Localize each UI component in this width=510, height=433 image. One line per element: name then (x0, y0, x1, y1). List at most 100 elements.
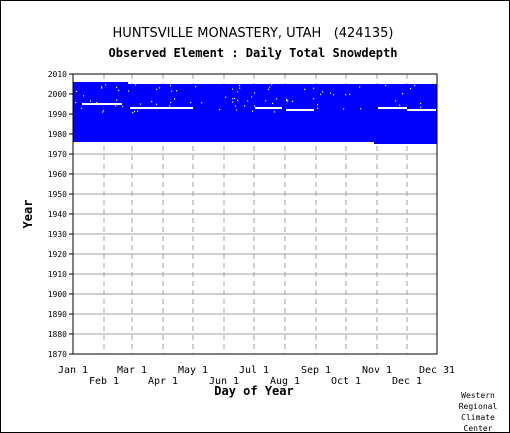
missing-day-dot (156, 88, 158, 90)
y-tick-label: 1950 (48, 190, 67, 199)
missing-day-dot (244, 105, 246, 107)
missing-day-dot (274, 111, 276, 113)
missing-day-dot (385, 84, 387, 87)
missing-day-dot (349, 93, 351, 95)
data-coverage-block (73, 82, 128, 142)
y-tick-label: 1980 (48, 130, 67, 139)
missing-day-dot (333, 94, 335, 96)
y-tick-label: 1990 (48, 110, 67, 119)
missing-day-dot (239, 87, 241, 89)
missing-day-dot (254, 105, 256, 107)
missing-day-dot (118, 89, 120, 91)
missing-day-dot (219, 108, 221, 111)
chart-subtitle: Observed Element : Daily Total Snowdepth (109, 46, 398, 60)
missing-day-dot (271, 84, 273, 86)
missing-day-dot (201, 102, 203, 104)
x-tick-label: Mar 1 (117, 365, 147, 376)
x-tick-label: Sep 1 (301, 365, 331, 376)
missing-day-dot (420, 106, 422, 108)
missing-day-dot (402, 93, 404, 95)
x-tick-label: Jul 1 (239, 365, 269, 376)
credit-line-3: Climate (461, 413, 495, 422)
data-coverage-block (374, 84, 437, 144)
missing-day-dot (232, 98, 234, 100)
missing-day-dot (102, 111, 104, 113)
missing-day-dot (137, 110, 139, 112)
missing-day-dot (313, 87, 315, 89)
missing-day-dot (159, 87, 161, 89)
missing-day-dot (76, 90, 78, 93)
y-axis-label: Year (21, 200, 35, 229)
missing-day-dot (287, 100, 289, 102)
missing-day-dot (128, 90, 130, 92)
missing-data-gap (407, 109, 436, 111)
missing-day-dot (343, 108, 345, 110)
x-tick-label: Dec 1 (392, 376, 422, 387)
missing-day-dot (269, 86, 271, 88)
missing-day-dot (190, 101, 192, 104)
x-axis-label: Day of Year (214, 384, 293, 398)
missing-day-dot (414, 84, 416, 87)
missing-day-dot (395, 100, 397, 102)
missing-day-dot (317, 107, 319, 109)
x-tick-label: Nov 1 (362, 365, 392, 376)
missing-day-dot (176, 90, 178, 92)
missing-day-dot (135, 84, 137, 86)
missing-day-dot (239, 84, 241, 87)
missing-day-dot (317, 104, 319, 106)
missing-day-dot (313, 98, 315, 100)
y-tick-labels: 2010 2000 1990 1980 1970 1960 1950 1940 1930 1920… (48, 70, 73, 359)
x-tick-label: Apr 1 (148, 376, 178, 387)
missing-day-dot (116, 99, 118, 101)
missing-day-dot (237, 99, 239, 101)
missing-day-dot (304, 88, 306, 90)
y-tick-label: 1910 (48, 270, 67, 279)
missing-day-dot (122, 105, 124, 107)
missing-day-dot (132, 111, 134, 114)
missing-day-dot (90, 100, 92, 102)
missing-day-dot (379, 107, 381, 110)
missing-day-dot (265, 100, 267, 102)
missing-day-dot (360, 108, 362, 110)
missing-day-dot (83, 95, 85, 97)
y-tick-label: 2010 (48, 70, 67, 79)
missing-data-gap (130, 107, 193, 109)
y-tick-label: 1900 (48, 290, 67, 299)
missing-day-dot (292, 100, 294, 102)
missing-day-dot (268, 88, 270, 90)
missing-day-dot (286, 98, 288, 101)
missing-day-dot (170, 101, 172, 104)
missing-day-dot (75, 101, 77, 104)
missing-day-dot (330, 92, 332, 94)
y-tick-label: 1920 (48, 250, 67, 259)
missing-day-dot (251, 96, 253, 98)
missing-day-dot (247, 100, 249, 102)
y-tick-label: 1870 (48, 350, 67, 359)
x-tick-label: Oct 1 (331, 376, 361, 387)
missing-day-dot (232, 88, 234, 90)
y-tick-label: 1970 (48, 150, 67, 159)
missing-day-dot (81, 107, 83, 109)
x-tick-labels: Jan 1 Mar 1 May 1 Jul 1 Sep 1 Nov 1 Dec 31 Feb … (58, 365, 455, 387)
missing-day-dot (237, 91, 239, 93)
missing-day-dot (195, 85, 197, 88)
missing-day-dot (171, 90, 173, 92)
missing-data-gap (378, 107, 407, 109)
missing-day-dot (169, 105, 171, 107)
x-tick-label: May 1 (178, 365, 208, 376)
missing-day-dot (116, 86, 118, 89)
missing-day-dot (420, 102, 422, 105)
missing-day-dot (115, 105, 117, 107)
missing-day-dot (96, 102, 98, 104)
y-tick-label: 1880 (48, 330, 67, 339)
missing-day-dot (235, 105, 237, 107)
missing-data-gap (255, 107, 282, 109)
missing-day-dot (399, 104, 401, 106)
missing-day-dot (322, 91, 324, 93)
missing-day-dot (232, 101, 234, 103)
chart-title: HUNTSVILLE MONASTERY, UTAH (424135) (113, 26, 394, 41)
data-coverage-block (128, 84, 374, 142)
missing-day-dot (101, 86, 103, 88)
missing-day-dot (410, 87, 412, 90)
